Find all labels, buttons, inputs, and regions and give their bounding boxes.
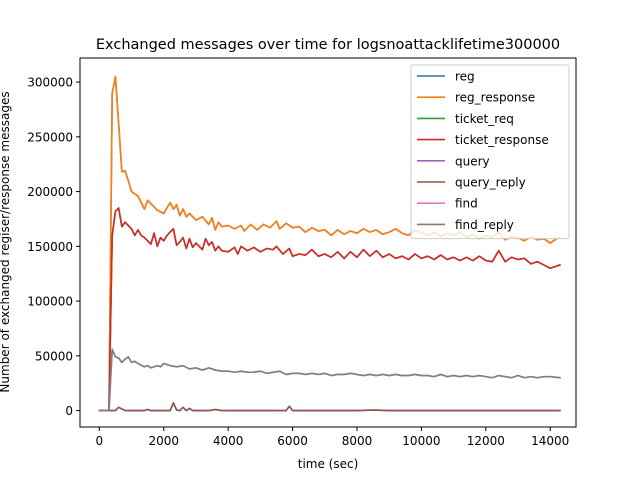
x-tick-label: 4000 <box>213 434 244 448</box>
series-line-find-reply <box>98 348 561 412</box>
y-axis-title: Number of exchanged regiser/response mes… <box>0 91 12 392</box>
legend-label: reg <box>455 70 475 84</box>
legend-label: reg_response <box>455 91 535 105</box>
legend-label: find_reply <box>455 218 514 232</box>
x-axis-title: time (sec) <box>298 457 359 471</box>
y-tick-label: 0 <box>65 404 73 418</box>
x-tick-label: 14000 <box>531 434 569 448</box>
series-layer <box>98 75 561 412</box>
chart-title: Exchanged messages over time for logsnoa… <box>96 37 560 53</box>
series-line-ticket-response <box>98 207 561 412</box>
legend-label: ticket_response <box>455 133 549 147</box>
y-tick-label: 200000 <box>27 185 73 199</box>
legend-label: query_reply <box>455 176 526 190</box>
legend-label: ticket_req <box>455 112 514 126</box>
x-axis: 0 2000 4000 6000 8000 10000 12000 14000 <box>96 427 569 448</box>
x-tick-label: 12000 <box>467 434 505 448</box>
y-tick-label: 300000 <box>27 76 73 90</box>
legend-label: find <box>455 197 478 211</box>
y-tick-label: 250000 <box>27 130 73 144</box>
x-tick-label: 2000 <box>148 434 179 448</box>
x-tick-label: 8000 <box>342 434 373 448</box>
plot-frame <box>79 57 577 428</box>
x-tick-label: 0 <box>96 434 104 448</box>
x-tick-label: 6000 <box>277 434 308 448</box>
y-tick-label: 100000 <box>27 295 73 309</box>
legend-box <box>410 64 570 240</box>
y-tick-label: 150000 <box>27 240 73 254</box>
y-axis: 0 50000 100000 150000 200000 250000 300000 <box>27 76 80 418</box>
y-tick-label: 50000 <box>35 349 73 363</box>
legend-label: query <box>455 154 490 168</box>
series-line-query-reply <box>98 402 561 412</box>
x-tick-label: 10000 <box>402 434 440 448</box>
legend: reg reg_response ticket_req ticket_response… <box>410 64 570 240</box>
